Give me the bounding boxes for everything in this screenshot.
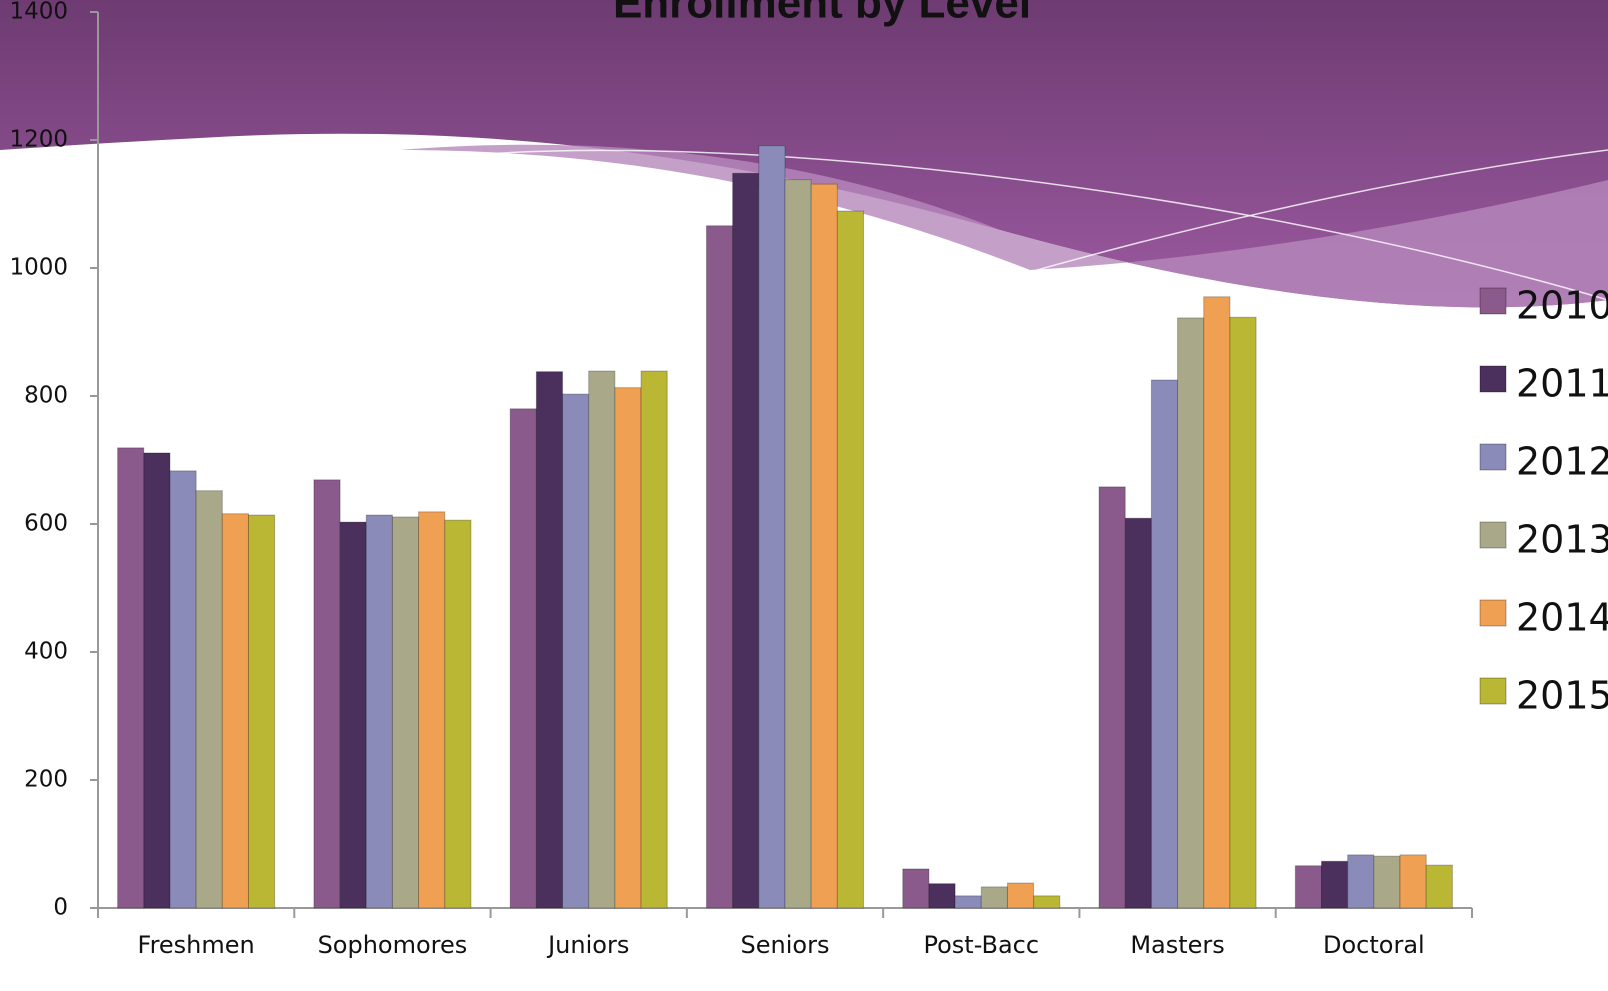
wave-line: [439, 149, 1608, 301]
x-tick-label: Juniors: [546, 931, 629, 959]
bar: [444, 519, 472, 909]
bar: [313, 479, 341, 909]
bar: [117, 447, 145, 909]
bar: [758, 145, 786, 909]
bar: [928, 883, 956, 909]
legend-swatch: [1479, 599, 1507, 627]
bar: [365, 514, 393, 909]
legend-label: 2013: [1516, 518, 1608, 562]
bar: [1098, 486, 1126, 909]
bar: [1177, 317, 1205, 909]
bar: [614, 387, 642, 909]
x-tick-label: Sophomores: [318, 931, 468, 959]
legend-label: 2011: [1516, 362, 1608, 406]
bar: [705, 225, 734, 909]
y-tick-label: 1400: [9, 0, 68, 25]
bar: [954, 895, 982, 909]
y-tick-label: 1200: [9, 127, 68, 153]
bar: [784, 179, 812, 909]
chart-title: Enrollment by Level: [613, 0, 1031, 28]
bar: [1033, 895, 1061, 909]
legend-label: 2014: [1516, 596, 1608, 640]
bar: [1373, 855, 1401, 909]
bar: [980, 886, 1008, 909]
header-wave-light: [400, 144, 1608, 308]
legend-label: 2010: [1516, 284, 1608, 328]
bar: [562, 393, 590, 909]
bar: [143, 452, 171, 909]
legend-label: 2012: [1516, 440, 1608, 484]
bar: [169, 470, 197, 909]
bar: [535, 371, 564, 909]
bar: [1294, 865, 1323, 909]
bar: [1347, 854, 1375, 909]
bar: [1150, 379, 1179, 909]
y-tick-label: 200: [24, 767, 68, 793]
bar: [902, 868, 930, 909]
y-tick-label: 800: [24, 383, 68, 409]
y-tick-label: 1000: [9, 255, 68, 281]
legend-swatch: [1479, 677, 1507, 705]
legend-label: 2015: [1516, 674, 1608, 718]
x-tick-label: Doctoral: [1323, 931, 1425, 959]
x-tick-label: Post-Bacc: [923, 931, 1039, 959]
bar: [810, 183, 838, 909]
bar: [836, 210, 865, 909]
header-wave: [0, 0, 1608, 308]
bar: [1399, 854, 1427, 909]
y-tick-label: 600: [24, 511, 68, 537]
x-tick-label: Masters: [1130, 931, 1224, 959]
bar: [391, 516, 420, 909]
bar: [588, 370, 616, 909]
bar: [1203, 296, 1231, 909]
legend-swatch: [1479, 365, 1507, 393]
legend-swatch: [1479, 521, 1507, 549]
bar: [339, 521, 367, 909]
bar: [247, 514, 276, 909]
bar: [221, 513, 249, 909]
bar: [640, 370, 668, 909]
x-tick-label: Freshmen: [138, 931, 255, 959]
bar: [195, 490, 223, 909]
bar: [1124, 517, 1152, 909]
bar: [732, 172, 760, 909]
y-tick-label: 400: [24, 639, 68, 665]
legend-swatch: [1479, 443, 1507, 471]
y-tick-label: 0: [53, 895, 68, 921]
bar: [418, 511, 446, 909]
bar: [1006, 882, 1035, 909]
legend-swatch: [1479, 287, 1507, 315]
bar: [509, 408, 537, 909]
x-tick-label: Seniors: [741, 931, 830, 959]
bar: [1321, 860, 1349, 909]
bar: [1425, 864, 1453, 909]
wave-line: [1029, 149, 1608, 273]
bar: [1229, 316, 1257, 909]
